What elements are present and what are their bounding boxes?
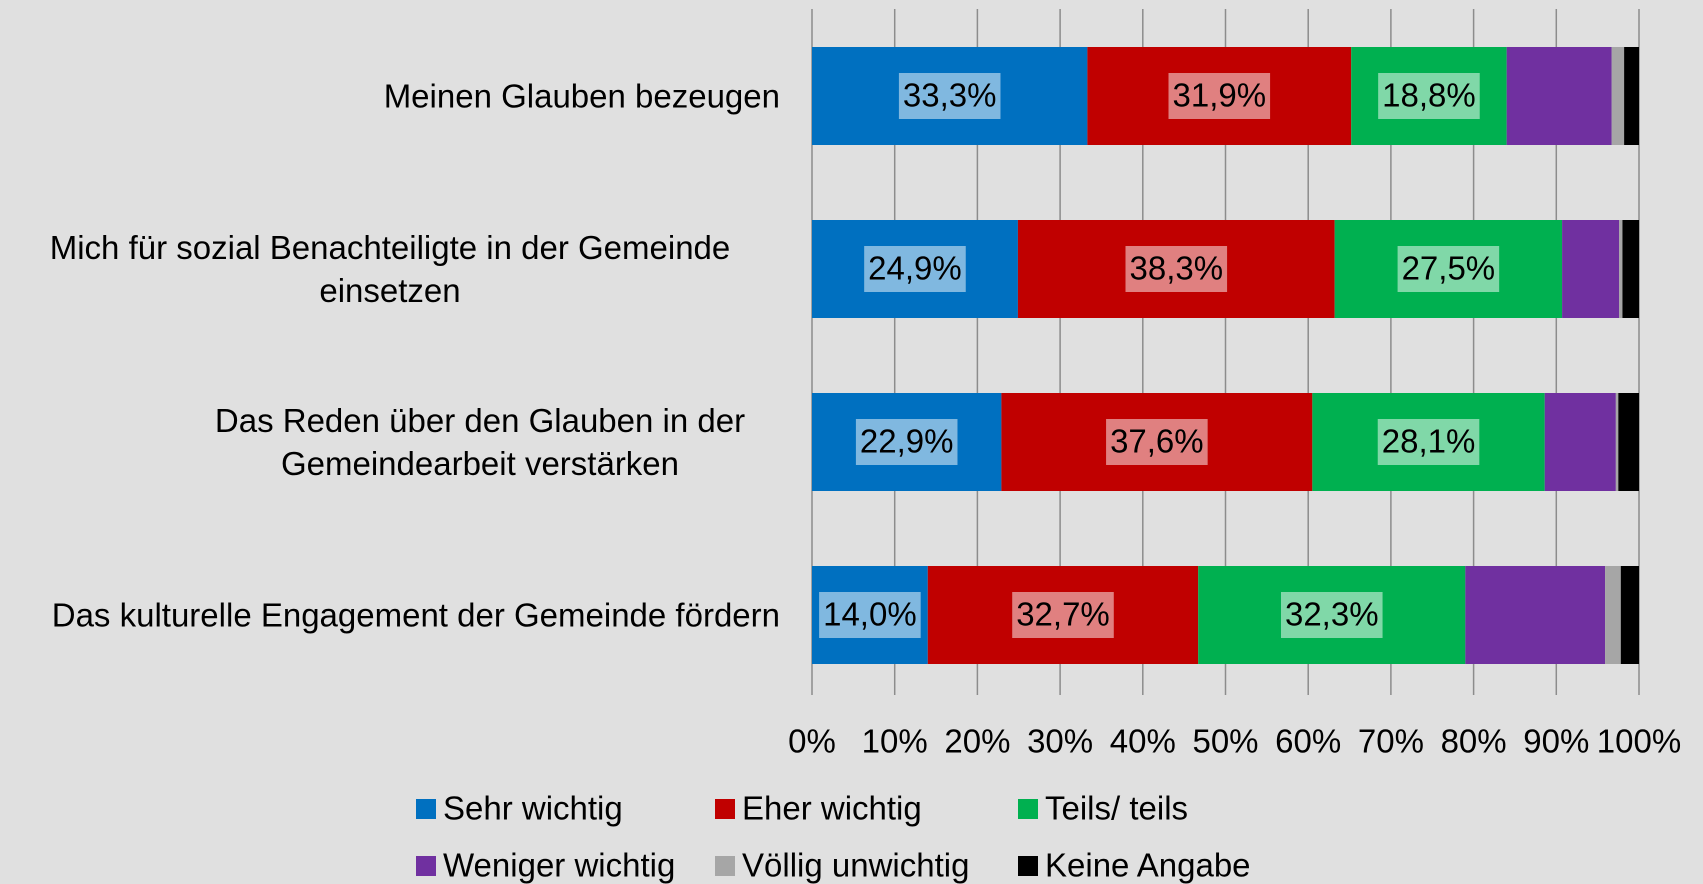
bar-segment (1624, 47, 1639, 145)
category-label: Das Reden über den Glauben in der Gemein… (214, 402, 746, 482)
data-label-bg (1377, 419, 1480, 465)
data-label: 14,0% (823, 596, 917, 633)
x-tick-label: 80% (1441, 723, 1507, 760)
legend-swatch (416, 799, 436, 819)
bar-segment (1544, 393, 1616, 491)
data-label-bg (898, 73, 1001, 119)
bar-segment (1622, 220, 1639, 318)
data-label: 18,8% (1382, 77, 1476, 114)
data-label-bg (1168, 73, 1271, 119)
data-label-bg (1280, 592, 1383, 638)
data-label-bg (1397, 246, 1500, 292)
data-label: 32,7% (1016, 596, 1110, 633)
bar-segment (1506, 47, 1612, 145)
bar-segment (1619, 220, 1623, 318)
data-label-bg (819, 592, 921, 638)
x-tick-label: 0% (788, 723, 836, 760)
x-tick-label: 100% (1597, 723, 1681, 760)
legend-label: Sehr wichtig (443, 790, 623, 827)
x-tick-label: 60% (1275, 723, 1341, 760)
x-tick-label: 50% (1192, 723, 1258, 760)
legend-label: Völlig unwichtig (742, 847, 969, 884)
x-tick-label: 40% (1110, 723, 1176, 760)
bar-segment (1615, 393, 1619, 491)
category-label: Meinen Glauben bezeugen (383, 77, 780, 115)
legend-label: Eher wichtig (742, 790, 922, 827)
data-label: 38,3% (1130, 250, 1224, 287)
bar-segment (1611, 47, 1625, 145)
legend-swatch (1018, 799, 1038, 819)
data-label-bg (1012, 592, 1114, 638)
data-label: 22,9% (860, 423, 954, 460)
data-label: 28,1% (1382, 423, 1476, 460)
legend-label: Weniger wichtig (443, 847, 675, 884)
legend-label: Teils/ teils (1045, 790, 1188, 827)
data-label: 31,9% (1173, 77, 1267, 114)
legend-swatch (416, 856, 436, 876)
bar-segment (1618, 393, 1639, 491)
x-tick-label: 20% (944, 723, 1010, 760)
bar-segment (1620, 566, 1639, 664)
x-tick-label: 90% (1523, 723, 1589, 760)
x-tick-label: 10% (862, 723, 928, 760)
data-label: 37,6% (1110, 423, 1204, 460)
bar-segment (1605, 566, 1621, 664)
legend-swatch (715, 856, 735, 876)
data-label: 33,3% (903, 77, 997, 114)
data-label-bg (1106, 419, 1208, 465)
legend-swatch (1018, 856, 1038, 876)
bar-segment (1562, 220, 1620, 318)
data-label: 24,9% (868, 250, 962, 287)
legend-label: Keine Angabe (1045, 847, 1251, 884)
data-label-bg (855, 419, 958, 465)
x-tick-label: 70% (1358, 723, 1424, 760)
category-label: Das kulturelle Engagement der Gemeinde f… (51, 596, 780, 634)
category-label: Mich für sozial Benachteiligte in der Ge… (49, 229, 731, 309)
data-label-bg (1125, 246, 1228, 292)
legend-swatch (715, 799, 735, 819)
data-label: 27,5% (1402, 250, 1496, 287)
data-label: 32,3% (1285, 596, 1379, 633)
data-label-bg (864, 246, 966, 292)
bar-segment (1465, 566, 1606, 664)
data-label-bg (1378, 73, 1480, 119)
x-tick-label: 30% (1027, 723, 1093, 760)
